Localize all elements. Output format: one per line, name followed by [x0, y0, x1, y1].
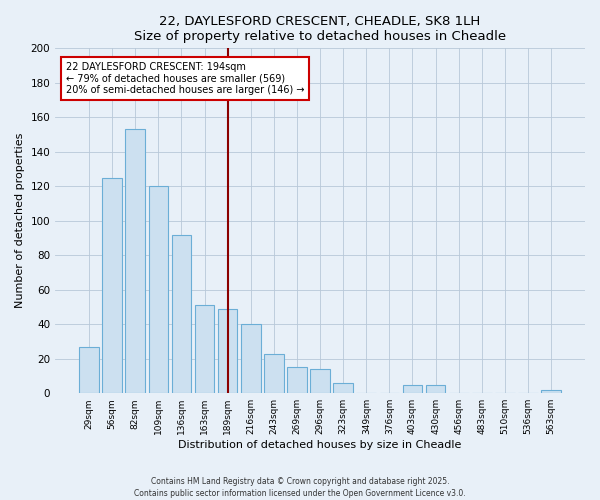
Bar	[172, 234, 191, 393]
Text: 22 DAYLESFORD CRESCENT: 194sqm
← 79% of detached houses are smaller (569)
20% of: 22 DAYLESFORD CRESCENT: 194sqm ← 79% of …	[66, 62, 304, 96]
Title: 22, DAYLESFORD CRESCENT, CHEADLE, SK8 1LH
Size of property relative to detached : 22, DAYLESFORD CRESCENT, CHEADLE, SK8 1L…	[134, 15, 506, 43]
Bar	[264, 354, 284, 393]
Bar	[241, 324, 260, 393]
Y-axis label: Number of detached properties: Number of detached properties	[15, 133, 25, 308]
Bar	[403, 384, 422, 393]
Bar	[149, 186, 168, 393]
Bar	[125, 130, 145, 393]
Bar	[195, 306, 214, 393]
Bar	[103, 178, 122, 393]
Bar	[310, 369, 330, 393]
Text: Contains HM Land Registry data © Crown copyright and database right 2025.
Contai: Contains HM Land Registry data © Crown c…	[134, 476, 466, 498]
Bar	[334, 383, 353, 393]
X-axis label: Distribution of detached houses by size in Cheadle: Distribution of detached houses by size …	[178, 440, 462, 450]
Bar	[218, 308, 238, 393]
Bar	[426, 384, 445, 393]
Bar	[541, 390, 561, 393]
Bar	[79, 346, 99, 393]
Bar	[287, 368, 307, 393]
